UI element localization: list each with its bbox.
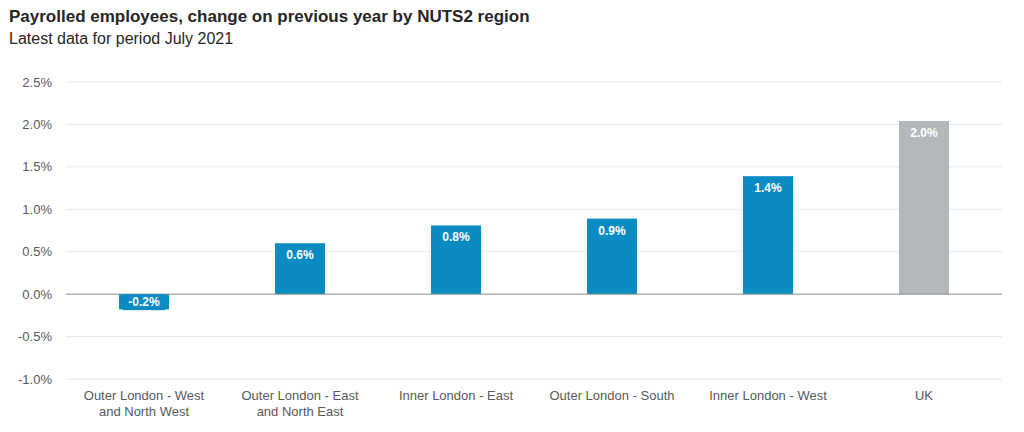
bar [119,294,169,309]
bar [899,121,949,294]
y-tick-label: 0.5% [22,244,52,259]
label-bg [123,294,165,310]
grid-line [66,379,1002,380]
bar [431,225,481,294]
zero-line [66,294,1002,295]
x-tick-line: Outer London - South [549,388,674,403]
x-tick-line: Inner London - East [399,388,514,403]
data-label: 0.9% [598,224,626,238]
grid-line [66,82,1002,83]
grid-line [66,209,1002,210]
y-tick-label: 2.0% [22,117,52,132]
x-tick-line: Outer London - West [84,388,205,403]
x-tick-label: Inner London - East [399,388,514,403]
x-tick-line: Outer London - East [241,388,358,403]
x-tick-label: Outer London - South [549,388,674,403]
grid-line [66,336,1002,337]
subtitle: Latest data for period July 2021 [9,30,233,47]
y-tick-label: 1.0% [22,202,52,217]
grid-line [66,251,1002,252]
y-tick-label: 2.5% [22,75,52,90]
y-tick-label: 0.0% [22,287,52,302]
x-tick-label: Outer London - Westand North West [84,388,205,419]
x-tick-line: UK [915,388,933,403]
grid-line [66,124,1002,125]
y-tick-label: -1.0% [18,372,52,387]
data-label: 0.8% [442,230,470,244]
data-label: 1.4% [754,181,782,195]
chart: Payrolled employees, change on previous … [0,0,1024,432]
data-label: 2.0% [910,126,938,140]
bars [119,121,949,309]
x-tick-line: and North West [99,404,189,419]
bar [275,243,325,294]
y-tick-label: 1.5% [22,159,52,174]
x-tick-label: Inner London - West [709,388,827,403]
data-label: 0.6% [286,248,314,262]
grid-line [66,166,1002,167]
data-label: -0.2% [128,295,160,309]
title: Payrolled employees, change on previous … [9,7,530,26]
x-tick-line: and North East [257,404,344,419]
y-tick-label: -0.5% [18,329,52,344]
x-tick-label: Outer London - Eastand North East [241,388,358,419]
bar [743,176,793,294]
x-tick-line: Inner London - West [709,388,827,403]
x-tick-label: UK [915,388,933,403]
bar [587,219,637,295]
